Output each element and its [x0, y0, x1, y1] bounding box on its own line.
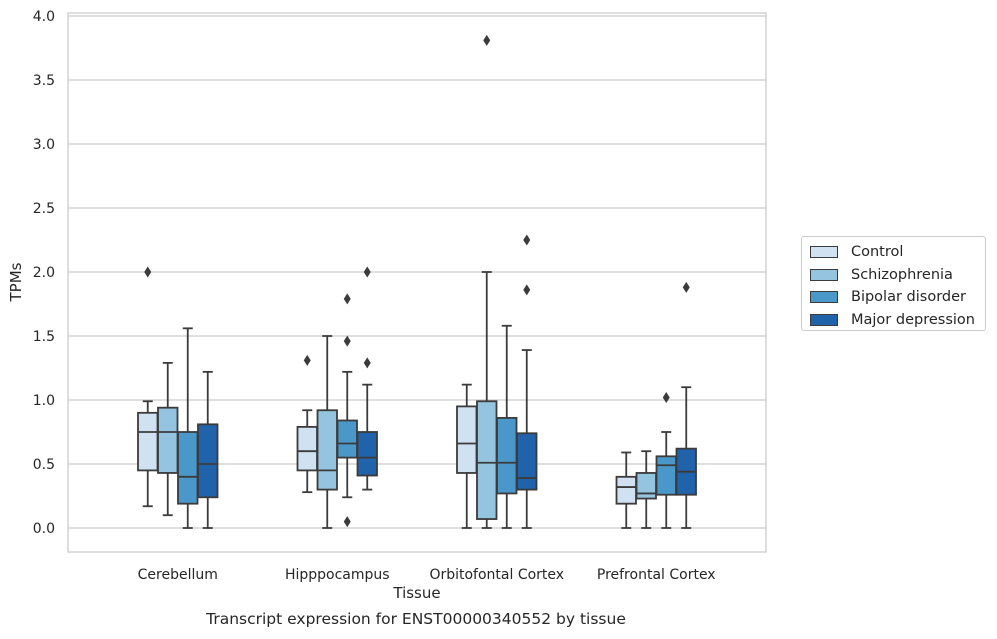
legend: Control Schizophrenia Bipolar disorder Majo… — [801, 236, 986, 331]
legend-label: Bipolar disorder — [851, 289, 966, 306]
box-iqr — [296, 425, 318, 472]
x-tick-label: Hipppocampus — [285, 567, 390, 583]
y-tick-label: 0.0 — [33, 521, 55, 537]
box-schizophrenia — [157, 361, 179, 517]
legend-item: Schizophrenia — [810, 264, 979, 287]
box-iqr — [655, 455, 677, 496]
outlier-point — [303, 354, 311, 366]
legend-swatch — [810, 246, 838, 259]
box-iqr — [137, 411, 159, 472]
outlier-point — [483, 34, 491, 46]
y-tick-label: 0.5 — [33, 457, 55, 473]
y-axis-ticks: 0.0 0.5 1.0 1.5 2.0 2.5 3.0 3.5 4.0 — [33, 9, 55, 537]
y-tick-label: 4.0 — [33, 9, 55, 25]
box-iqr — [496, 417, 518, 495]
y-tick-label: 1.5 — [33, 329, 55, 345]
box-bipolar-disorder — [655, 391, 677, 529]
legend-label: Schizophrenia — [851, 266, 953, 283]
legend-label: Major depression — [851, 311, 975, 328]
x-tick-label: Prefrontal Cortex — [597, 567, 716, 583]
legend-label: Control — [851, 244, 904, 261]
legend-item: Major depression — [810, 309, 979, 332]
y-tick-label: 1.0 — [33, 393, 55, 409]
outlier-point — [343, 293, 351, 305]
box-schizophrenia — [316, 335, 338, 529]
box-schizophrenia — [476, 34, 498, 529]
y-tick-label: 3.0 — [33, 137, 55, 153]
box-iqr — [197, 423, 219, 499]
box-major-depression — [356, 266, 378, 491]
box-schizophrenia — [635, 450, 657, 529]
box-iqr — [157, 406, 179, 474]
outlier-point — [363, 357, 371, 369]
y-axis-label: TPMs — [7, 262, 25, 302]
box-bipolar-disorder — [336, 293, 358, 528]
box-series — [137, 34, 697, 529]
box-control — [296, 354, 318, 494]
y-tick-label: 2.0 — [33, 265, 55, 281]
outlier-point — [523, 284, 531, 296]
legend-swatch — [810, 268, 838, 281]
x-tick-label: Orbitofontal Cortex — [429, 567, 564, 583]
outlier-point — [682, 281, 690, 293]
y-tick-label: 2.5 — [33, 201, 55, 217]
outlier-point — [363, 266, 371, 278]
box-iqr — [615, 475, 637, 505]
plot-frame — [67, 12, 767, 553]
box-major-depression — [516, 234, 538, 529]
legend-item: Control — [810, 241, 979, 264]
box-iqr — [516, 432, 538, 491]
box-iqr — [336, 419, 358, 459]
x-axis-ticks: Cerebellum Hipppocampus Orbitofontal Corte… — [138, 567, 716, 583]
legend-item: Bipolar disorder — [810, 286, 979, 309]
box-major-depression — [197, 370, 219, 529]
box-iqr — [476, 400, 498, 520]
box-major-depression — [675, 281, 697, 529]
box-control — [615, 451, 637, 529]
outlier-point — [343, 335, 351, 347]
box-bipolar-disorder — [177, 327, 199, 529]
outlier-point — [343, 516, 351, 528]
legend-swatch — [810, 291, 838, 304]
outlier-point — [662, 391, 670, 403]
y-tick-label: 3.5 — [33, 73, 55, 89]
box-bipolar-disorder — [496, 324, 518, 529]
legend-swatch — [810, 313, 838, 326]
outlier-point — [144, 266, 152, 278]
outlier-point — [523, 234, 531, 246]
box-iqr — [456, 405, 478, 474]
x-tick-label: Cerebellum — [138, 567, 218, 583]
box-iqr — [356, 431, 378, 477]
box-control — [137, 266, 159, 508]
box-control — [456, 383, 478, 529]
chart-caption: Transcript expression for ENST0000034055… — [206, 610, 626, 628]
box-iqr — [316, 409, 338, 491]
box-iqr — [177, 431, 199, 505]
box-iqr — [635, 472, 657, 500]
x-axis-label: Tissue — [392, 584, 440, 602]
